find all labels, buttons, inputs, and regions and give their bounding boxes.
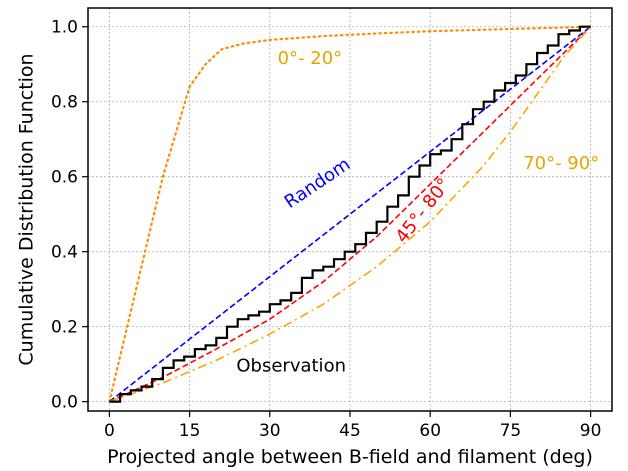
x-tick-label: 45 — [339, 421, 361, 441]
series-annotation: Observation — [236, 356, 346, 377]
series-group — [108, 25, 592, 403]
y-axis-ticks: 0.0 0.2 0.4 0.6 0.8 1.0 — [51, 18, 88, 413]
series-line-dashed — [108, 26, 592, 403]
x-tick-label: 0 — [104, 421, 115, 441]
y-tick-label: 0.8 — [51, 93, 78, 113]
y-tick-label: 0.6 — [51, 168, 78, 188]
x-tick-label: 60 — [419, 421, 441, 441]
series-line-dashdot — [109, 26, 592, 403]
x-tick-label: 75 — [500, 421, 522, 441]
y-tick-label: 0.4 — [51, 243, 78, 263]
x-axis-ticks: 0 15 30 45 60 75 90 — [104, 411, 601, 441]
x-tick-label: 30 — [259, 421, 281, 441]
y-tick-label: 1.0 — [51, 18, 78, 38]
y-tick-label: 0.0 — [51, 393, 78, 413]
series-line-step — [109, 25, 591, 403]
grid-lines — [88, 8, 612, 411]
series-annotation: Random — [281, 154, 355, 213]
series-line-dashed — [109, 26, 592, 403]
x-tick-label: 90 — [580, 421, 602, 441]
series-annotation: 45°- 80° — [392, 174, 455, 247]
y-axis-label: Cumulative Distribution Function — [16, 53, 38, 365]
x-tick-label: 15 — [179, 421, 201, 441]
series-annotation: 0°- 20° — [278, 48, 343, 69]
series-annotation: 70°- 90° — [523, 153, 599, 174]
x-axis-label: Projected angle between B-field and fila… — [107, 446, 593, 468]
series-line-dotted — [108, 25, 592, 403]
annotation-group: 0°- 20° Random 45°- 80° 70°- 90° Observation — [236, 48, 599, 376]
y-tick-label: 0.2 — [51, 318, 78, 338]
